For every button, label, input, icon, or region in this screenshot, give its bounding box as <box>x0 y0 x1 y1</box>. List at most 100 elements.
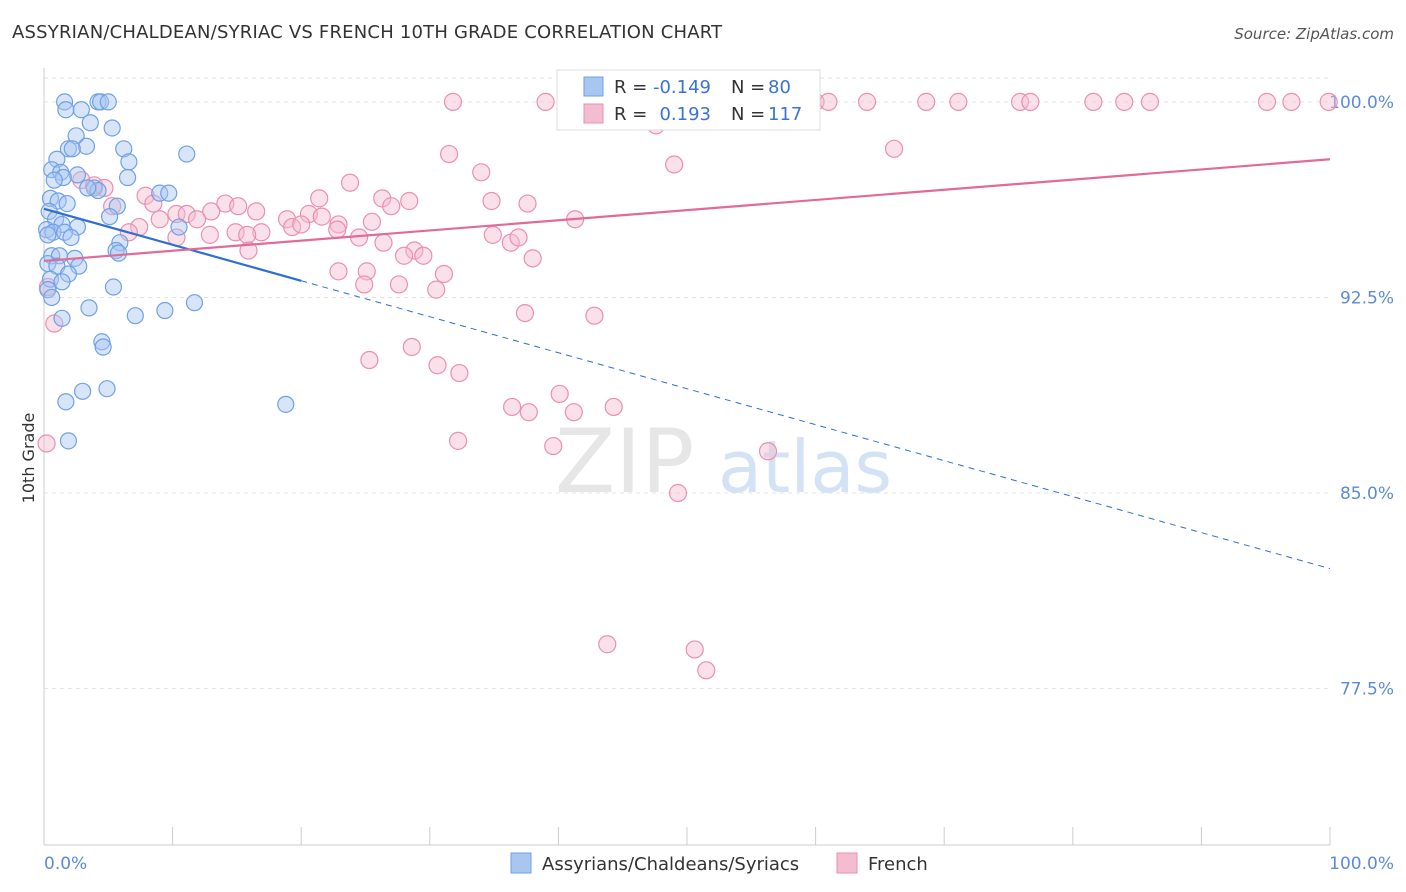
data-point <box>598 635 617 654</box>
data-point <box>277 395 295 413</box>
trend-line-french <box>43 158 1331 263</box>
data-point <box>402 337 421 357</box>
data-point <box>515 303 535 323</box>
data-point <box>758 442 778 461</box>
data-point <box>80 299 98 317</box>
data-point <box>1282 92 1301 111</box>
data-point <box>202 202 221 221</box>
data-point <box>292 215 311 234</box>
data-point <box>58 194 76 213</box>
data-point <box>150 210 169 229</box>
data-point <box>697 661 716 680</box>
data-point <box>226 223 245 242</box>
data-point <box>118 168 137 187</box>
legend-r-label-1: R = <box>614 104 647 125</box>
data-point <box>53 309 71 327</box>
data-point <box>239 241 258 260</box>
data-point <box>115 140 133 158</box>
series-assyrians <box>37 93 295 450</box>
data-point <box>167 204 186 224</box>
data-point <box>382 197 401 216</box>
data-point <box>170 218 188 236</box>
data-point <box>482 191 501 211</box>
data-point <box>585 306 604 325</box>
data-point <box>79 179 97 197</box>
x-ticks <box>172 827 1331 845</box>
legend-bottom-label-assyrians: Assyrians/Chaldeans/Syriacs <box>542 854 799 875</box>
data-point <box>519 403 538 422</box>
data-point <box>63 140 81 158</box>
data-point <box>518 194 537 213</box>
data-point <box>229 197 248 216</box>
data-point <box>72 101 90 119</box>
data-point <box>62 228 80 247</box>
data-point <box>68 166 87 184</box>
data-point <box>109 244 128 262</box>
trend-line-assyrians-extrapolated <box>301 280 1331 570</box>
data-point <box>685 640 704 659</box>
data-point <box>1021 92 1040 111</box>
data-point <box>949 92 968 111</box>
data-point <box>328 220 347 239</box>
data-point <box>1115 92 1134 111</box>
data-point <box>1010 92 1030 111</box>
data-point <box>81 114 99 132</box>
legend-bottom-label-french: French <box>868 854 928 875</box>
data-point <box>389 275 409 294</box>
data-point <box>428 356 447 375</box>
data-point <box>884 139 904 158</box>
watermark: ZIP atlas <box>555 410 892 513</box>
data-point <box>405 241 424 260</box>
data-point <box>374 233 393 252</box>
legend-bottom: Assyrians/Chaldeans/Syriacs French <box>510 852 928 875</box>
data-point <box>394 246 414 265</box>
data-point <box>340 173 360 192</box>
data-point <box>310 189 329 208</box>
trend-lines <box>43 158 1331 570</box>
legend-n-value-1: 117 <box>768 104 802 125</box>
y-tick-label: 77.5% <box>1340 680 1394 700</box>
legend-n-label-0: N = <box>731 77 765 98</box>
data-point <box>39 281 57 299</box>
data-point <box>414 246 433 265</box>
legend-bottom-swatch-pink <box>836 852 858 874</box>
data-point <box>355 275 374 294</box>
data-point <box>427 280 446 299</box>
data-point <box>77 137 96 155</box>
y-axis-label: 10th Grade <box>19 413 38 504</box>
data-point <box>1140 92 1160 111</box>
data-point <box>509 228 528 247</box>
y-tick-label: 85.0% <box>1340 484 1394 504</box>
data-point <box>200 225 219 244</box>
data-point <box>48 150 66 168</box>
data-point <box>550 384 569 404</box>
data-point <box>448 431 468 450</box>
data-point <box>59 432 78 450</box>
data-point <box>53 273 71 291</box>
data-point <box>59 140 78 158</box>
data-point <box>360 350 379 370</box>
watermark-atlas: atlas <box>718 425 892 509</box>
data-point <box>819 92 838 111</box>
data-point <box>917 92 936 111</box>
data-point <box>156 301 174 320</box>
data-point <box>103 119 121 137</box>
data-point <box>104 278 123 296</box>
data-point <box>536 92 555 111</box>
source-label: Source: ZipAtlas.com <box>1234 25 1394 43</box>
data-point <box>37 434 56 453</box>
data-point <box>43 288 61 307</box>
watermark-zip: ZIP <box>555 410 694 513</box>
data-point <box>1257 92 1277 111</box>
data-point <box>177 204 196 224</box>
x-tick-label-max: 100.0% <box>1329 854 1394 874</box>
data-point <box>238 225 257 244</box>
data-point <box>400 191 419 211</box>
data-point <box>57 393 75 411</box>
data-point <box>151 184 169 202</box>
data-point <box>73 382 92 400</box>
data-point <box>564 403 583 422</box>
legend-bottom-swatch-blue <box>510 852 532 874</box>
data-point <box>136 186 155 205</box>
